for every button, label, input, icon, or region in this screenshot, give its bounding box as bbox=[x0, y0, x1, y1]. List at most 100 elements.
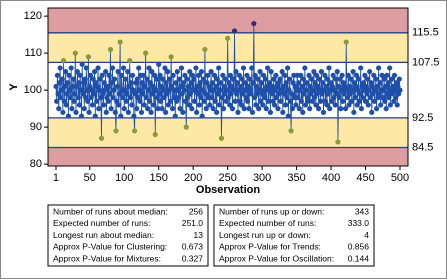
data-point bbox=[202, 46, 208, 53]
stats-value: 256 bbox=[189, 206, 203, 216]
data-point bbox=[367, 94, 373, 101]
data-point bbox=[129, 102, 135, 108]
x-tick-label: 400 bbox=[322, 172, 340, 184]
data-point bbox=[252, 72, 258, 78]
data-point bbox=[303, 87, 309, 93]
data-point bbox=[231, 87, 237, 93]
x-tick-label: 450 bbox=[356, 172, 374, 184]
stats-value: 343 bbox=[355, 206, 369, 216]
data-point bbox=[263, 106, 269, 112]
data-point bbox=[66, 72, 72, 78]
data-point bbox=[255, 76, 261, 82]
data-point bbox=[151, 102, 157, 108]
data-point bbox=[256, 106, 262, 112]
data-point bbox=[316, 106, 322, 112]
data-point bbox=[63, 102, 69, 108]
data-point bbox=[209, 80, 216, 86]
x-tick-label: 1 bbox=[53, 172, 59, 184]
data-point bbox=[131, 113, 137, 119]
data-point bbox=[278, 98, 284, 104]
stats-label: Approx P-Value for Clustering: bbox=[53, 242, 167, 252]
data-point bbox=[212, 98, 218, 104]
data-point bbox=[333, 76, 339, 82]
data-point bbox=[144, 76, 150, 82]
data-point bbox=[123, 98, 129, 104]
data-point bbox=[271, 102, 278, 108]
data-point bbox=[346, 102, 352, 108]
data-point bbox=[83, 65, 89, 71]
data-point bbox=[314, 91, 320, 97]
data-point bbox=[298, 98, 305, 104]
data-point bbox=[183, 124, 189, 130]
data-point bbox=[85, 98, 91, 104]
data-point bbox=[200, 87, 206, 93]
data-point bbox=[230, 76, 236, 82]
data-point bbox=[358, 106, 364, 112]
data-point bbox=[124, 91, 130, 97]
stats-label: Approx P-Value for Trends: bbox=[219, 242, 321, 252]
data-point bbox=[111, 76, 118, 82]
data-point bbox=[143, 94, 149, 101]
data-point bbox=[76, 102, 83, 108]
data-point bbox=[109, 80, 115, 86]
data-point bbox=[238, 83, 244, 90]
limit-label: 84.5 bbox=[412, 141, 433, 153]
data-point bbox=[288, 128, 294, 134]
data-point bbox=[110, 94, 116, 101]
data-point bbox=[385, 80, 391, 86]
data-point bbox=[330, 72, 336, 78]
data-point bbox=[71, 98, 77, 104]
x-tick-label: 350 bbox=[287, 172, 305, 184]
data-point bbox=[147, 98, 153, 104]
data-point bbox=[178, 65, 185, 71]
data-point bbox=[184, 76, 190, 82]
data-point bbox=[327, 106, 333, 112]
data-point bbox=[350, 69, 356, 75]
data-point bbox=[171, 94, 177, 101]
data-point bbox=[54, 98, 60, 104]
plot-border bbox=[47, 7, 409, 167]
data-point bbox=[57, 65, 63, 71]
data-point bbox=[362, 72, 368, 78]
data-point bbox=[139, 80, 145, 86]
data-point bbox=[257, 69, 263, 75]
data-point bbox=[356, 98, 362, 104]
data-point bbox=[273, 72, 279, 78]
y-tick-label: 100 bbox=[24, 84, 42, 96]
data-point bbox=[377, 80, 383, 86]
data-point bbox=[200, 76, 207, 82]
data-point bbox=[167, 76, 173, 82]
data-point bbox=[260, 102, 266, 108]
data-point bbox=[162, 65, 168, 71]
data-point bbox=[142, 83, 148, 90]
data-point bbox=[343, 39, 349, 45]
data-point bbox=[145, 87, 151, 93]
data-point bbox=[287, 98, 293, 104]
data-point bbox=[221, 83, 227, 90]
data-point bbox=[197, 80, 203, 86]
data-point bbox=[249, 109, 256, 115]
data-point bbox=[262, 94, 268, 101]
data-point bbox=[236, 72, 242, 78]
data-point bbox=[210, 106, 216, 112]
data-point bbox=[345, 94, 351, 101]
data-point bbox=[105, 98, 111, 104]
outer-zone bbox=[48, 8, 408, 33]
data-point bbox=[118, 113, 124, 119]
data-point bbox=[229, 106, 236, 112]
data-point bbox=[103, 69, 109, 75]
data-point bbox=[218, 80, 224, 86]
data-point bbox=[249, 65, 255, 71]
data-point bbox=[336, 83, 342, 90]
data-point bbox=[381, 76, 387, 82]
data-point bbox=[74, 69, 80, 75]
data-point bbox=[378, 102, 384, 108]
data-point bbox=[125, 69, 131, 75]
data-point bbox=[176, 94, 182, 101]
x-tick-label: 500 bbox=[391, 172, 409, 184]
data-point bbox=[220, 72, 226, 78]
data-point bbox=[163, 80, 169, 86]
data-point bbox=[79, 61, 85, 67]
data-point bbox=[141, 102, 147, 108]
data-point bbox=[81, 106, 87, 112]
